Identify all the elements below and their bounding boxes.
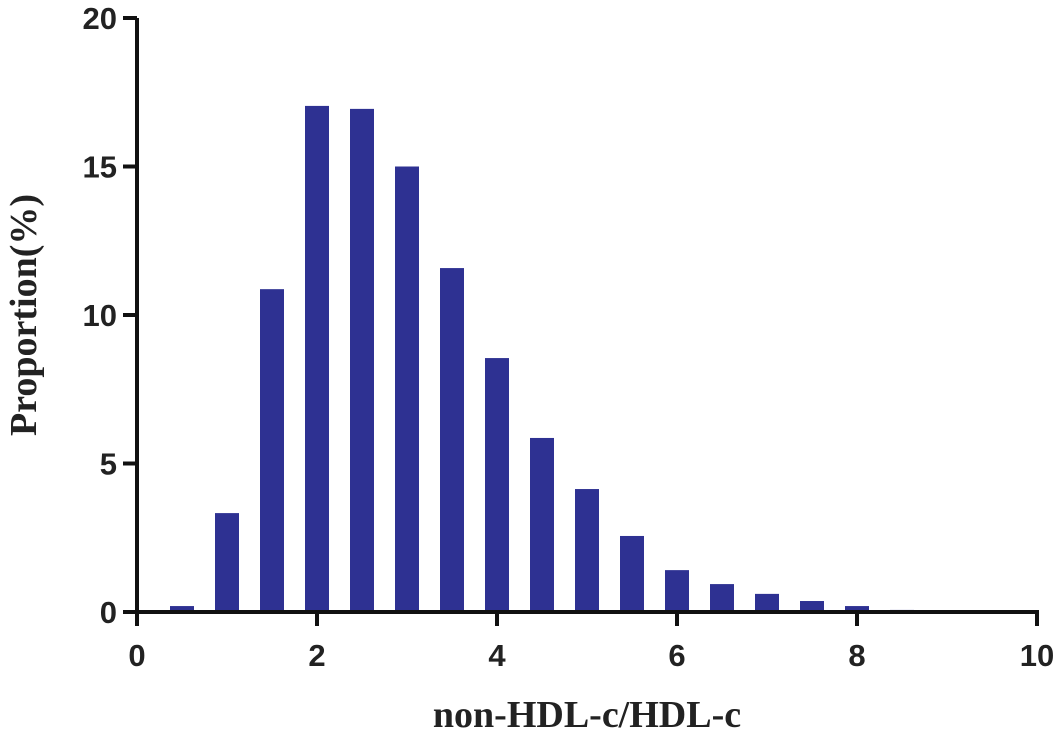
- x-tick-label: 0: [128, 638, 145, 673]
- x-tick-label: 6: [668, 638, 685, 673]
- y-tick-label: 0: [100, 595, 117, 630]
- y-tick-label: 5: [100, 447, 117, 482]
- x-tick-label: 8: [848, 638, 865, 673]
- bar: [440, 268, 464, 612]
- y-axis-label: Proportion(%): [3, 194, 45, 436]
- y-tick-label: 10: [83, 298, 117, 333]
- bar: [710, 584, 734, 612]
- bar: [305, 105, 329, 613]
- bar: [395, 166, 419, 612]
- bar: [665, 570, 689, 612]
- x-axis-label: non-HDL-c/HDL-c: [433, 694, 741, 736]
- bar: [215, 513, 239, 612]
- bar: [530, 437, 554, 612]
- y-tick-label: 15: [83, 150, 117, 185]
- bar: [485, 358, 509, 612]
- bar: [755, 593, 779, 612]
- bar: [800, 601, 824, 612]
- bar: [350, 108, 374, 613]
- y-tick-label: 20: [83, 1, 117, 36]
- bar: [575, 489, 599, 612]
- x-tick-label: 10: [1020, 638, 1054, 673]
- bar: [260, 289, 284, 612]
- x-tick-label: 4: [488, 638, 506, 673]
- x-tick-label: 2: [308, 638, 325, 673]
- bar: [845, 606, 869, 612]
- bar: [170, 606, 194, 612]
- bar: [620, 535, 644, 612]
